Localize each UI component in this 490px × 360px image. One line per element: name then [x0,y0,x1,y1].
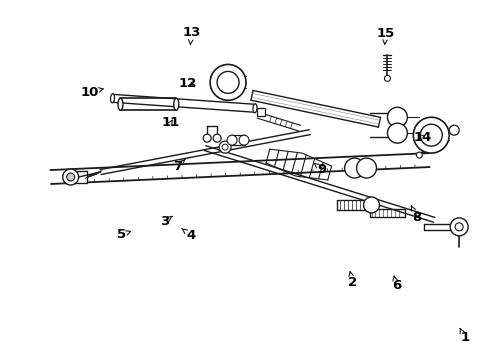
Text: 10: 10 [80,86,103,99]
Text: 14: 14 [414,131,432,144]
Text: 4: 4 [182,229,196,242]
Circle shape [388,107,407,127]
Circle shape [217,71,239,93]
Text: 9: 9 [314,163,327,176]
Circle shape [344,158,365,178]
Circle shape [63,169,78,185]
Circle shape [420,124,442,146]
Text: 7: 7 [173,159,185,173]
Circle shape [416,152,422,158]
Text: 1: 1 [460,328,469,344]
Circle shape [385,75,391,81]
Ellipse shape [111,94,115,103]
Ellipse shape [253,104,257,113]
Ellipse shape [174,98,179,110]
Bar [257,108,265,116]
Text: 6: 6 [392,276,401,292]
Circle shape [67,173,74,181]
Text: 12: 12 [178,77,196,90]
Circle shape [203,134,211,142]
Circle shape [227,135,237,145]
Ellipse shape [118,98,123,110]
Circle shape [388,123,407,143]
Text: 15: 15 [376,27,395,44]
Text: 13: 13 [182,27,200,45]
Circle shape [357,158,376,178]
Circle shape [364,197,379,213]
Text: 2: 2 [348,271,357,289]
Bar [71,171,87,183]
Circle shape [449,125,459,135]
Circle shape [450,218,468,236]
Text: 11: 11 [162,116,180,129]
Circle shape [455,223,463,231]
Circle shape [222,144,228,150]
Circle shape [210,64,246,100]
Circle shape [414,117,449,153]
Text: 8: 8 [411,206,421,224]
Bar [231,135,245,145]
Text: 5: 5 [118,228,131,241]
Circle shape [239,135,249,145]
Text: 3: 3 [160,215,172,228]
Circle shape [219,141,231,153]
Circle shape [213,134,221,142]
